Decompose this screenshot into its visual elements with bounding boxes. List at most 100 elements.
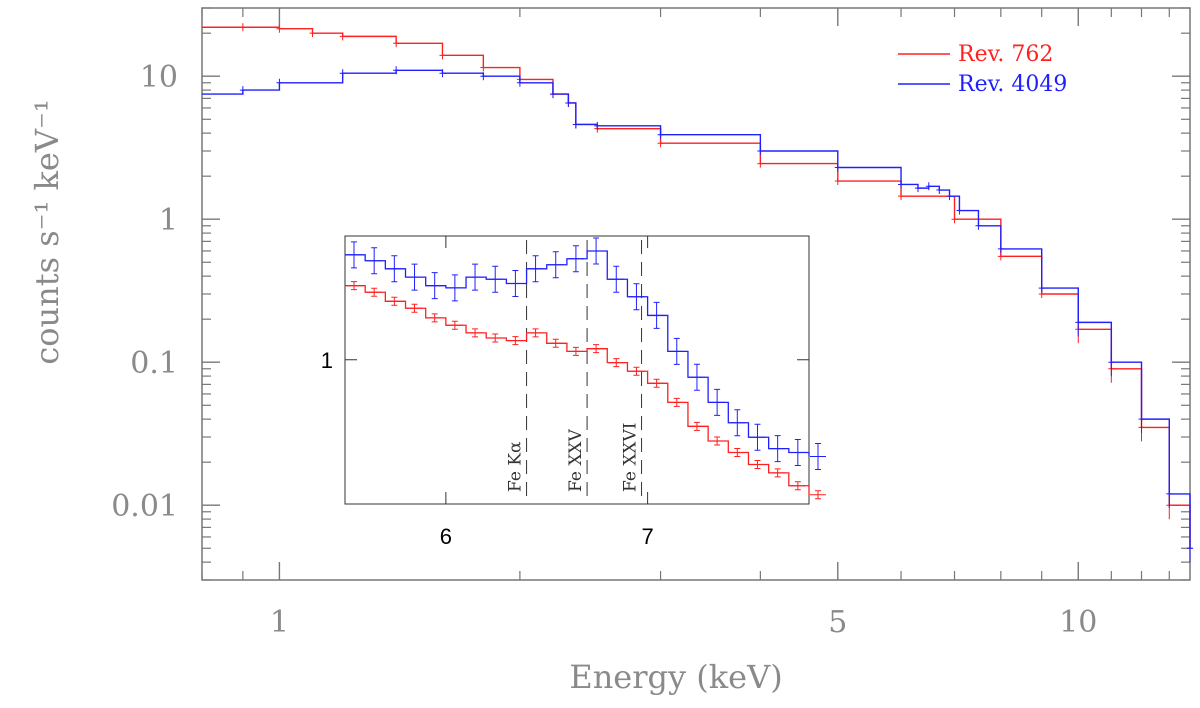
inset-data-point-rev-4049 (769, 435, 786, 463)
data-point-rev-4049 (565, 98, 572, 107)
inset-data-point-rev-762 (527, 328, 544, 338)
inset-data-point-rev-762 (810, 490, 826, 500)
legend: Rev. 762 Rev. 4049 (898, 42, 1067, 97)
data-point-rev-4049 (393, 66, 400, 75)
inset-data-point-rev-762 (446, 320, 463, 330)
data-point-rev-4049 (339, 69, 346, 78)
inset-data-point-rev-762 (688, 421, 705, 431)
x-axis: 1 5 10 (201, 8, 1170, 640)
data-point-rev-4049 (834, 163, 841, 172)
data-point-rev-4049 (975, 221, 982, 230)
inset-data-point-rev-4049 (608, 265, 625, 293)
inset-data-point-rev-762 (668, 397, 685, 407)
inset-data-point-rev-4049 (386, 255, 403, 283)
data-point-rev-762 (757, 159, 764, 168)
inset-frame (344, 235, 810, 505)
data-point-rev-4049 (480, 72, 487, 81)
inset-y-tick-label: 1 (321, 348, 333, 373)
inset-data-point-rev-762 (749, 460, 766, 470)
data-point-rev-762 (339, 32, 346, 41)
x-tick-label: 5 (828, 605, 847, 640)
data-point-rev-4049 (516, 78, 523, 87)
inset-data-point-rev-762 (346, 281, 362, 291)
inset-data-point-rev-4049 (588, 237, 605, 265)
data-point-rev-762 (393, 39, 400, 48)
y-axis-title: counts s⁻¹ keV⁻¹ (28, 99, 66, 364)
data-point-rev-762 (951, 215, 958, 224)
inset-data-point-rev-762 (729, 448, 746, 458)
inset-x-tick-label: 7 (641, 524, 653, 549)
inset-data-point-rev-4049 (810, 442, 826, 470)
data-point-rev-762 (834, 177, 841, 186)
inset-data-point-rev-762 (709, 436, 726, 446)
data-point-rev-762 (997, 252, 1004, 261)
inset-line-label: Fe Kα (506, 441, 526, 492)
data-point-rev-4049 (757, 147, 764, 155)
data-point-rev-4049 (572, 120, 579, 129)
inset-data-point-rev-4049 (749, 423, 766, 451)
data-point-rev-4049 (439, 69, 446, 78)
inset-data-point-rev-4049 (507, 270, 524, 298)
data-point-rev-4049 (956, 206, 963, 215)
data-point-rev-4049 (914, 184, 921, 193)
inset-data-point-rev-4049 (567, 245, 584, 273)
inset-chart: 6 7 1 Fe Kα Fe XXV Fe XXVI (321, 236, 826, 549)
inset-data-point-rev-4049 (527, 255, 544, 283)
inset-data-point-rev-762 (789, 481, 806, 491)
inset-data-point-rev-4049 (426, 272, 443, 300)
data-point-rev-762 (276, 24, 283, 33)
data-point-rev-762 (657, 139, 664, 148)
inset-data-point-rev-762 (588, 344, 605, 354)
y-tick-label: 0.1 (130, 346, 178, 381)
inset-data-point-rev-762 (547, 338, 564, 348)
inset-data-point-rev-762 (608, 358, 625, 368)
inset-data-point-rev-4049 (648, 301, 665, 329)
data-point-rev-4049 (549, 90, 556, 99)
inset-data-point-rev-762 (487, 333, 504, 343)
inset-data-point-rev-4049 (446, 274, 463, 302)
inset-data-point-rev-4049 (366, 247, 383, 275)
inset-data-point-rev-762 (467, 328, 484, 338)
data-point-rev-4049 (1166, 479, 1173, 508)
data-point-rev-4049 (1108, 348, 1115, 377)
inset-data-point-rev-4049 (467, 263, 484, 291)
data-point-rev-4049 (997, 244, 1004, 253)
inset-data-point-rev-762 (648, 378, 665, 388)
main-series-group (202, 23, 1193, 563)
legend-label-rev-4049: Rev. 4049 (958, 72, 1067, 97)
data-point-rev-762 (309, 29, 316, 38)
data-point-rev-4049 (276, 78, 283, 87)
legend-label-rev-762: Rev. 762 (958, 42, 1053, 67)
data-point-rev-4049 (1038, 284, 1045, 293)
inset-data-point-rev-762 (406, 303, 423, 313)
x-tick-label: 10 (1059, 605, 1097, 640)
inset-data-point-rev-762 (567, 346, 584, 356)
data-point-rev-762 (480, 63, 487, 72)
inset-line-label: Fe XXV (566, 428, 586, 492)
data-point-rev-4049 (239, 86, 246, 95)
inset-data-point-rev-4049 (487, 265, 504, 293)
data-point-rev-4049 (898, 180, 905, 189)
series-line-rev-762 (202, 26, 1191, 549)
inset-data-point-rev-4049 (709, 388, 726, 416)
inset-data-point-rev-4049 (688, 363, 705, 391)
inset-data-point-rev-762 (386, 296, 403, 306)
data-point-rev-762 (239, 23, 246, 32)
inset-data-point-rev-762 (769, 468, 786, 478)
data-point-rev-762 (898, 192, 905, 201)
data-point-rev-4049 (946, 192, 953, 201)
data-point-rev-4049 (657, 130, 664, 139)
x-tick-label: 1 (270, 605, 289, 640)
data-point-rev-4049 (1138, 405, 1145, 434)
data-point-rev-4049 (594, 121, 601, 130)
inset-data-point-rev-762 (628, 366, 645, 376)
data-point-rev-4049 (1075, 308, 1082, 337)
inset-line-label: Fe XXVI (621, 422, 641, 492)
y-tick-label: 1 (159, 203, 178, 238)
inset-data-point-rev-762 (426, 313, 443, 323)
data-point-rev-4049 (936, 186, 943, 195)
inset-data-point-rev-4049 (346, 241, 362, 269)
inset-data-point-rev-4049 (668, 337, 685, 365)
data-point-rev-4049 (925, 182, 932, 191)
